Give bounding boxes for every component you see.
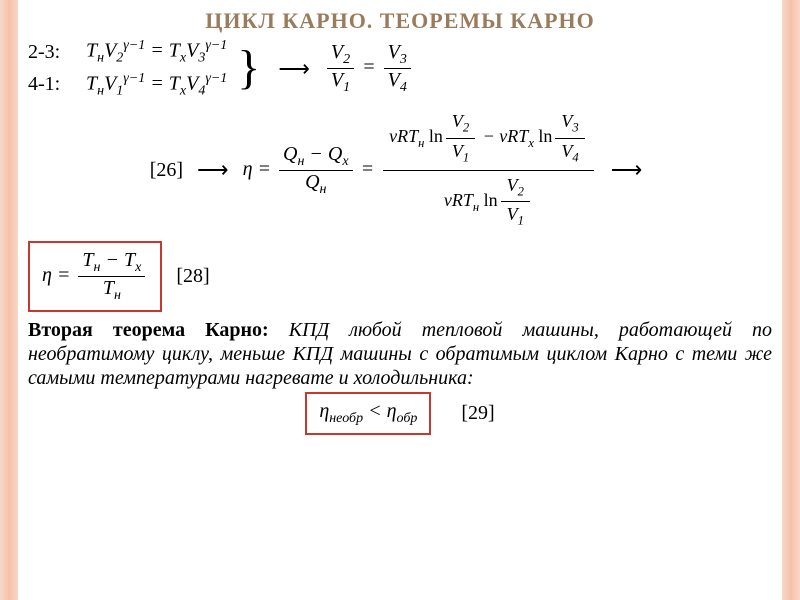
eq-adiabat-41: TнV1γ−1 = TxV4γ−1 — [86, 71, 227, 100]
page-title: ЦИКЛ КАРНО. ТЕОРЕМЫ КАРНО — [28, 8, 772, 34]
label-4-1: 4-1: — [28, 73, 76, 96]
theorem-lead: Вторая теорема Карно: — [28, 319, 269, 341]
ref-28: [28] — [176, 265, 209, 288]
eq-volume-ratio: V2V1 = V3V4 — [324, 41, 414, 96]
ref-29: [29] — [461, 402, 494, 425]
eta-carnot: η = Tн − TxTн — [42, 249, 148, 304]
eq-adiabat-23: TнV2γ−1 = TxV3γ−1 — [86, 38, 227, 67]
curly-brace-icon: } — [237, 49, 260, 87]
arrow-icon: ⟶ — [278, 56, 310, 82]
label-2-3: 2-3: — [28, 41, 76, 64]
eta-derivation: [26] ⟶ η = Qн − QxQн = νRTн lnV2V1 − νRT… — [28, 107, 772, 232]
theorem-text: Вторая теорема Карно: КПД любой тепловой… — [28, 318, 772, 390]
eta-expanded: νRTн lnV2V1 − νRTx lnV3V4 νRTн lnV2V1 — [380, 107, 597, 232]
eta-inequality: ηнеобр < ηобр — [319, 400, 417, 427]
arrow-icon: ⟶ — [611, 157, 643, 183]
eta-inequality-box: ηнеобр < ηобр — [305, 392, 431, 435]
result-28-row: η = Tн − TxTн [28] — [28, 241, 772, 312]
ref-26: [26] — [150, 159, 183, 182]
arrow-icon: ⟶ — [197, 157, 229, 183]
inequality-row: ηнеобр < ηобр [29] — [28, 392, 772, 435]
eta-carnot-box: η = Tн − TxTн — [28, 241, 162, 312]
adiabat-row: 2-3: TнV2γ−1 = TxV3γ−1 4-1: TнV1γ−1 = Tx… — [28, 38, 772, 99]
eta-q: η = Qн − QxQн = — [243, 143, 375, 198]
